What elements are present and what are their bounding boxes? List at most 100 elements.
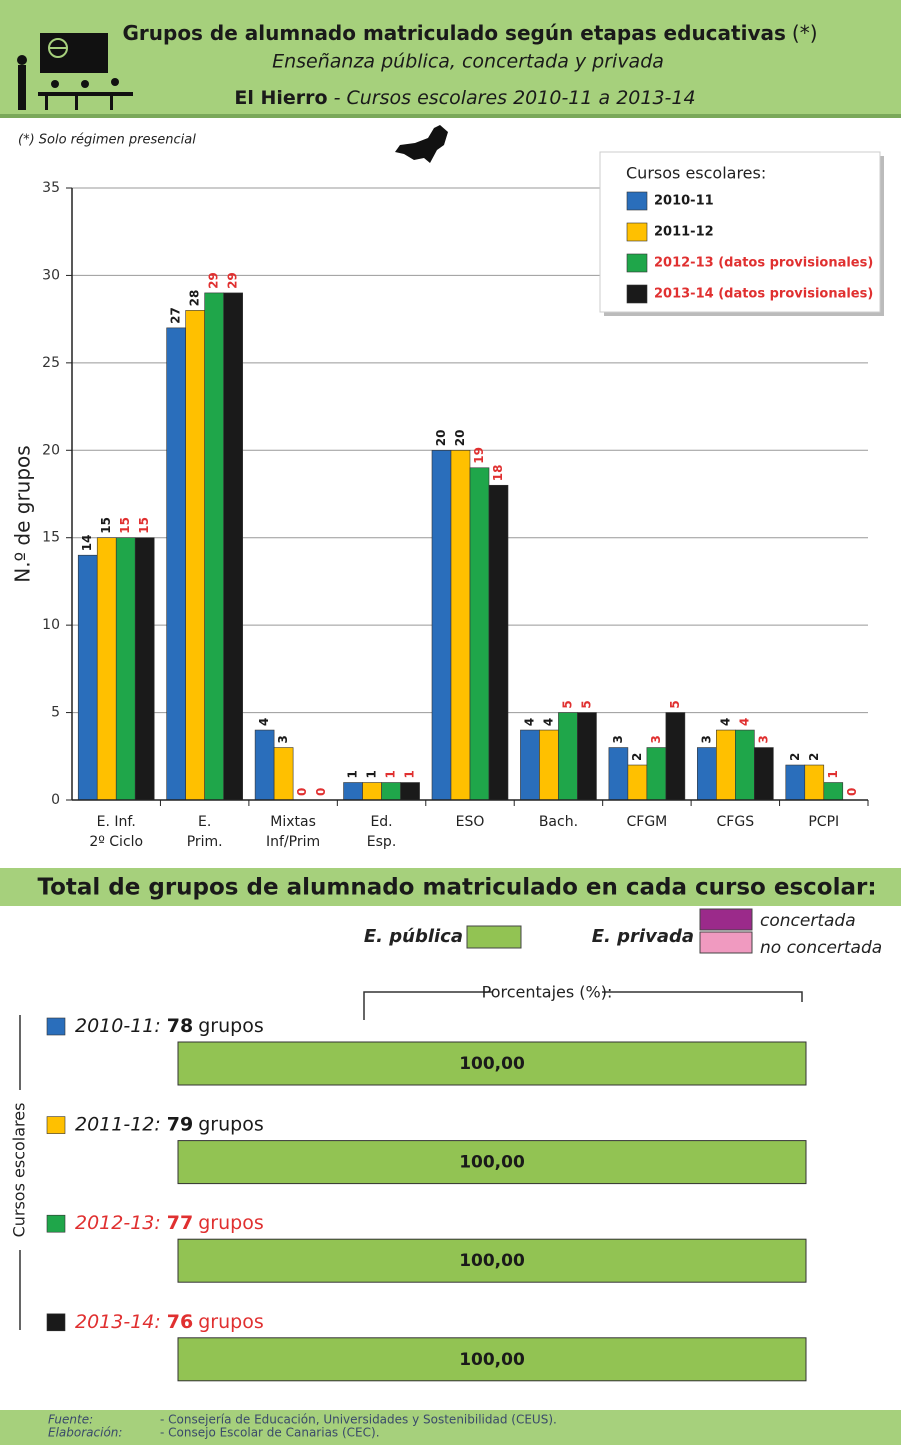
bar	[204, 292, 224, 801]
value-label: 0	[845, 788, 859, 796]
title-mark: (*)	[792, 21, 818, 45]
value-label: 15	[99, 517, 113, 534]
value-label: 0	[314, 788, 328, 796]
legend-swatch	[626, 253, 648, 273]
bar	[754, 747, 774, 801]
bar	[450, 449, 471, 801]
y-tick-label: 15	[42, 530, 60, 546]
bar	[362, 782, 382, 801]
bar-segment	[177, 1041, 807, 1086]
bar	[273, 747, 294, 801]
count-unit: grupos	[198, 1113, 264, 1135]
legend-group: E. privada	[592, 926, 694, 947]
value-label: 29	[226, 272, 240, 289]
value-label: 5	[579, 700, 593, 708]
legend-label: 2010-11	[654, 194, 714, 209]
value-label: 1	[403, 770, 417, 778]
legend-swatch	[626, 191, 648, 211]
value-label: 100,00	[459, 1251, 525, 1271]
bar	[539, 729, 559, 801]
legend-swatch	[699, 931, 753, 954]
value-label: 20	[434, 430, 448, 447]
value-label: 3	[699, 735, 713, 743]
bar	[166, 327, 186, 801]
footer-value: - Consejería de Educación, Universidades…	[160, 1413, 557, 1427]
x-tick-label: Mixtas Inf/Prim	[266, 814, 321, 850]
y-tick-label: 0	[51, 792, 60, 808]
value-label: 4	[522, 718, 536, 726]
x-tick-label: E. Prim.	[186, 814, 223, 850]
year-marker	[46, 1313, 66, 1332]
note: (*) Solo régimen presencial	[18, 133, 196, 148]
y-axis-label: N.º de grupos	[11, 445, 35, 582]
value-label: 0	[295, 788, 309, 796]
group-count: 76	[167, 1310, 193, 1332]
value-label: 29	[207, 272, 221, 289]
bar	[697, 747, 717, 801]
bar	[254, 729, 275, 801]
bar	[134, 537, 155, 801]
group-count: 78	[167, 1015, 193, 1037]
bar	[577, 712, 597, 801]
bar	[520, 729, 540, 801]
value-label: 5	[668, 700, 682, 708]
title-text: Grupos de alumnado matriculado según eta…	[122, 21, 785, 45]
bar	[185, 310, 205, 801]
value-label: 18	[491, 465, 505, 482]
value-label: 19	[472, 447, 486, 464]
count-unit: grupos	[198, 1015, 264, 1037]
value-label: 1	[384, 770, 398, 778]
year-marker	[46, 1116, 66, 1134]
year-line: 2010-11: 78 grupos	[75, 1015, 264, 1037]
bar	[488, 484, 509, 801]
x-tick-label: Bach.	[538, 814, 579, 830]
axis-label-bg	[10, 1090, 30, 1250]
value-label: 15	[137, 517, 151, 534]
value-label: 2	[630, 753, 644, 761]
value-label: 4	[257, 718, 271, 726]
bar	[627, 764, 648, 801]
value-label: 2	[807, 753, 821, 761]
year-marker	[46, 1017, 66, 1036]
legend-swatch	[699, 908, 753, 931]
period-line: El Hierro - Cursos escolares 2010-11 a 20…	[234, 87, 695, 109]
axis-label: Cursos escolares	[10, 1103, 29, 1238]
footer-band	[0, 1410, 901, 1445]
footer-key: Elaboración:	[48, 1426, 122, 1440]
legend-swatch	[626, 284, 648, 304]
legend-swatch	[466, 925, 522, 949]
x-tick-label: CFGM	[626, 814, 668, 830]
year-label: 2013-14:	[75, 1310, 161, 1332]
value-label: 2	[788, 753, 802, 761]
bar	[823, 782, 844, 801]
footer-value: - Consejo Escolar de Canarias (CEC).	[160, 1426, 380, 1440]
legend-label: 2012-13 (datos provisionales)	[654, 256, 873, 271]
value-label: 28	[188, 290, 202, 307]
bar	[735, 729, 755, 801]
count-unit: grupos	[198, 1212, 264, 1234]
legend-label: concertada	[760, 911, 856, 931]
y-tick-label: 10	[42, 617, 60, 633]
year-label: 2012-13:	[75, 1212, 161, 1234]
period: - Cursos escolares 2010-11 a 2013-14	[334, 87, 696, 109]
island: El Hierro	[234, 87, 327, 109]
bar	[223, 292, 243, 801]
bar-segment	[177, 1337, 807, 1382]
year-marker	[46, 1214, 66, 1233]
legend-label: no concertada	[760, 938, 882, 958]
value-label: 14	[80, 534, 94, 551]
scale-label: Porcentajes (%):	[482, 983, 613, 1002]
value-label: 4	[541, 718, 555, 726]
legend-title: Cursos escolares:	[626, 164, 766, 183]
y-tick-label: 20	[42, 442, 60, 458]
legend-label: 2013-14 (datos provisionales)	[654, 287, 873, 302]
bar-segment	[177, 1140, 807, 1185]
footer-key: Fuente:	[48, 1413, 93, 1427]
bar	[608, 747, 629, 801]
x-tick-label: PCPI	[808, 814, 840, 830]
y-tick-label: 30	[42, 267, 60, 283]
header-band	[0, 0, 901, 118]
bar	[804, 764, 825, 801]
legend-label: 2011-12	[654, 225, 714, 240]
x-tick-label: E. Inf. 2º Ciclo	[89, 814, 144, 850]
